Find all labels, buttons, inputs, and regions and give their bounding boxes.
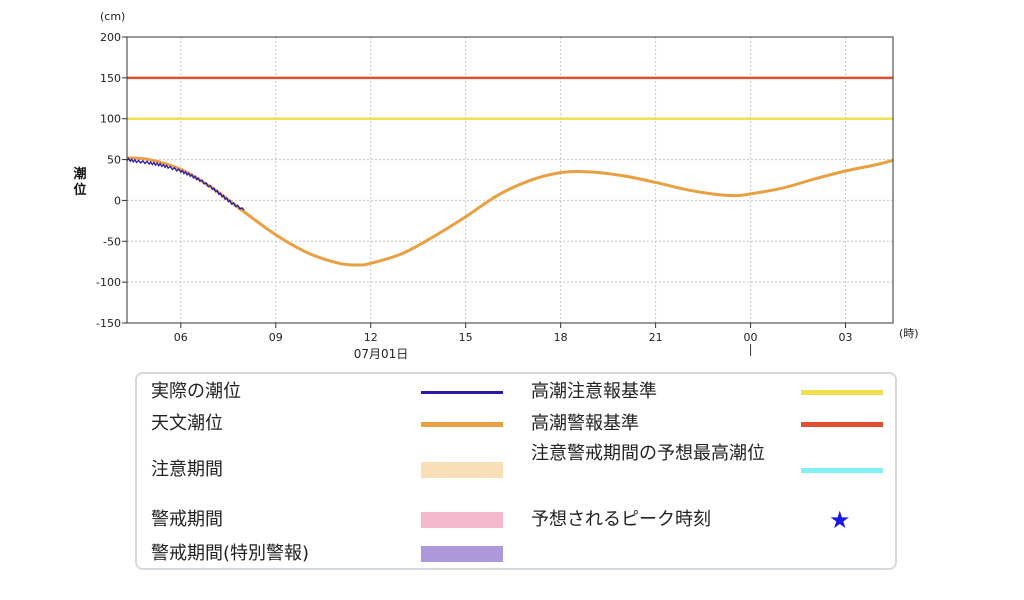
- star-icon: ★: [829, 506, 851, 534]
- legend-label: 予想されるピーク時刻: [531, 509, 711, 530]
- legend-label: 実際の潮位: [151, 381, 241, 402]
- x-unit-label: (時): [899, 327, 919, 340]
- y-tick-label: 150: [100, 72, 121, 85]
- x-tick-label: 15: [459, 331, 473, 344]
- plot-border: [126, 36, 894, 324]
- legend-swatch: [801, 389, 883, 395]
- legend-label: 高潮警報基準: [531, 413, 639, 434]
- legend-label: 高潮注意報基準: [531, 381, 657, 402]
- y-tick-label: -50: [103, 235, 121, 248]
- legend-label: 注意期間: [151, 459, 223, 480]
- y-axis-label: 潮: [73, 166, 86, 182]
- tide-chart: -150 -100 -50 0 50 100 150 200 06 09 12 15 18 21 00 03…: [73, 10, 919, 361]
- y-tick-label: -100: [96, 276, 121, 289]
- legend-swatch: [801, 421, 883, 427]
- legend-label: 警戒期間: [151, 509, 223, 530]
- y-tick-label: 100: [100, 113, 121, 126]
- legend-swatch: [421, 421, 503, 427]
- x-tick-label: 09: [269, 331, 283, 344]
- legend-swatch: [421, 546, 503, 562]
- x-tick-label: 12: [364, 331, 378, 344]
- y-tick-label: 0: [114, 194, 121, 207]
- legend-swatch: [801, 467, 883, 473]
- y-tick-label: 200: [100, 31, 121, 44]
- legend-label: 天文潮位: [151, 413, 223, 434]
- x-ticks: 06 09 12 15 18 21 00 03: [174, 323, 853, 344]
- series-astronomical-tide: [126, 156, 894, 267]
- y-ticks: -150 -100 -50 0 50 100 150 200: [96, 31, 127, 330]
- threshold-lines: [127, 76, 893, 120]
- x-tick-label: 18: [554, 331, 568, 344]
- y-tick-label: 50: [107, 154, 121, 167]
- legend-swatch: [421, 512, 503, 528]
- legend: 実際の潮位天文潮位注意期間警戒期間警戒期間(特別警報) 高潮注意報基準 高潮警報基…: [135, 372, 897, 570]
- x-tick-label: 06: [174, 331, 188, 344]
- x-tick-label: 03: [839, 331, 853, 344]
- date-label: 07月01日: [354, 347, 409, 361]
- series-observed-tide: [126, 157, 245, 211]
- series-lines: [126, 156, 894, 267]
- x-tick-label: 21: [649, 331, 663, 344]
- y-tick-label: -150: [96, 317, 121, 330]
- legend-swatch: [421, 390, 503, 394]
- legend-label: 警戒期間(特別警報): [151, 543, 310, 564]
- legend-label: 注意警戒期間の予想最高潮位: [531, 443, 765, 464]
- legend-swatch: [421, 462, 503, 478]
- y-unit-label: (cm): [100, 10, 125, 23]
- y-axis-label-2: 位: [73, 182, 86, 198]
- grid: [127, 36, 893, 324]
- x-tick-label: 00: [744, 331, 758, 344]
